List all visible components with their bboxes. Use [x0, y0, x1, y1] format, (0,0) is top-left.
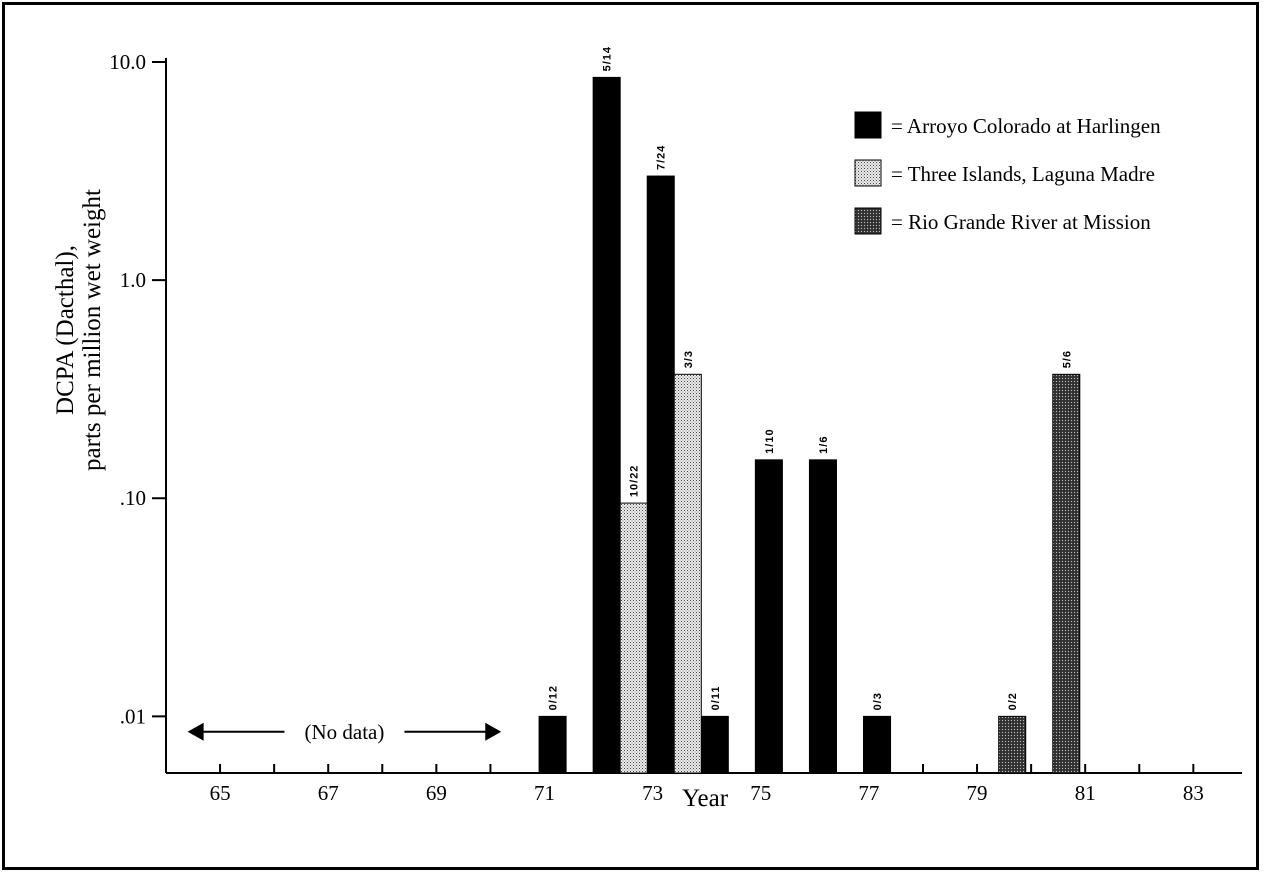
y-axis-title-line2: parts per million wet weight	[79, 189, 106, 471]
x-tick-label: 71	[534, 781, 555, 805]
x-tick-label: 73	[642, 781, 663, 805]
x-tick-label: 65	[210, 781, 231, 805]
legend-label: = Three Islands, Laguna Madre	[891, 162, 1155, 186]
x-axis-title: Year	[682, 785, 729, 812]
y-axis-title-line1: DCPA (Dacthal),	[52, 245, 79, 415]
legend-swatch	[854, 111, 882, 139]
bar	[754, 459, 783, 774]
bar-value-label: 0/11	[710, 686, 722, 711]
x-tick-label: 67	[318, 781, 339, 805]
x-tick-label: 79	[967, 781, 988, 805]
bar	[646, 175, 675, 774]
legend-swatch	[854, 159, 882, 187]
y-tick-label: .10	[120, 486, 146, 510]
bar-value-label: 7/24	[656, 145, 668, 170]
y-tick-label: 10.0	[109, 50, 146, 74]
x-tick-label: 81	[1075, 781, 1096, 805]
y-tick-label: 1.0	[120, 268, 146, 292]
bar-value-label: 0/2	[1007, 692, 1019, 710]
y-tick-label: .01	[120, 704, 146, 728]
x-tick-label: 75	[750, 781, 771, 805]
bar-value-label: 3/3	[683, 350, 695, 368]
arrow-right-icon	[485, 722, 502, 741]
bar-value-label: 1/10	[764, 428, 776, 453]
axes: .01 .10 1.0 10.0 65 67 69 71 73 75 77 79 81 83	[109, 50, 1242, 805]
bar	[1052, 373, 1081, 774]
bar	[619, 502, 648, 774]
y-axis-title: DCPA (Dacthal), parts per million wet we…	[52, 189, 106, 471]
bar	[998, 715, 1027, 774]
x-tick-label: 83	[1183, 781, 1204, 805]
x-tick-label: 77	[858, 781, 879, 805]
annotations: (No data)	[187, 720, 502, 744]
bar-value-label: 5/6	[1061, 350, 1073, 368]
bar	[863, 715, 892, 774]
bars	[538, 76, 1081, 774]
arrow-left-icon	[187, 722, 204, 741]
bar-labels: 0/12 5/14 7/24 0/11 1/10 1/6 0/3 10/22 3/3 0/2 5/6	[548, 46, 1074, 710]
legend: = Arroyo Colorado at Harlingen = Three Is…	[854, 111, 1161, 235]
legend-label: = Arroyo Colorado at Harlingen	[891, 114, 1161, 138]
bar	[538, 715, 567, 774]
bar	[808, 459, 837, 774]
bar-value-label: 10/22	[629, 465, 641, 498]
bar-value-label: 1/6	[818, 436, 830, 454]
x-tick-label: 69	[426, 781, 447, 805]
bar	[700, 715, 729, 774]
bar	[673, 373, 702, 774]
bar-value-label: 0/3	[872, 692, 884, 710]
bar	[592, 76, 621, 774]
legend-swatch	[854, 207, 882, 235]
legend-label: = Rio Grande River at Mission	[891, 210, 1151, 234]
annotation-text: (No data)	[304, 720, 384, 744]
bar-value-label: 0/12	[548, 685, 560, 710]
bar-value-label: 5/14	[602, 46, 614, 71]
